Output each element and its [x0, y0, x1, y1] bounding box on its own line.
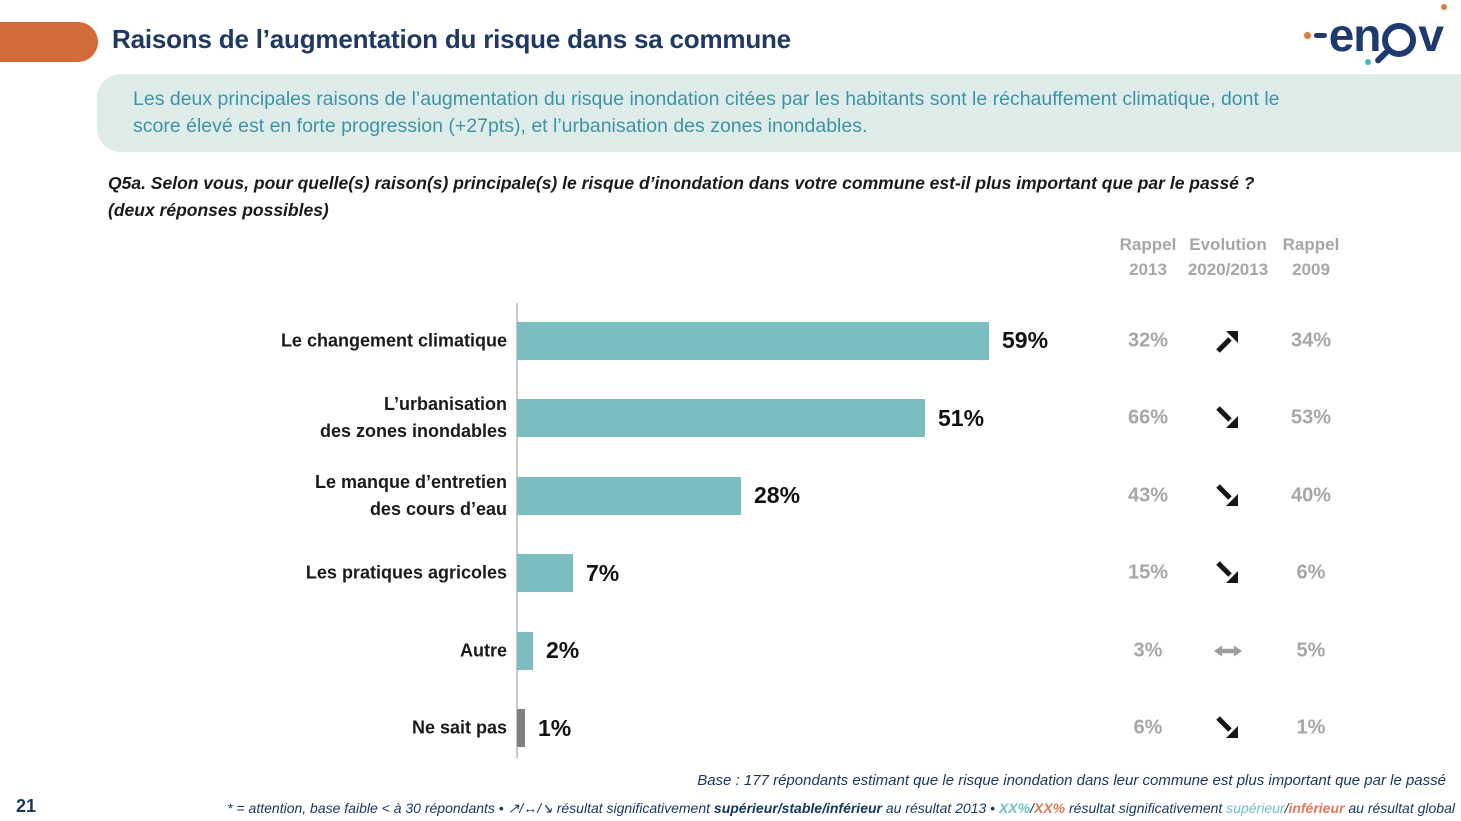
bar: [517, 321, 989, 360]
bar: [517, 631, 533, 670]
value-label: 2%: [546, 637, 580, 664]
footnote-segment: au résultat global: [1344, 800, 1455, 816]
down-arrow-icon: [1196, 481, 1260, 511]
bar: [517, 399, 925, 438]
logo-orange-top-dot-icon: [1441, 4, 1447, 10]
footnote-segment: XX%: [998, 800, 1031, 816]
down-arrow-icon: [1196, 403, 1260, 433]
stable-arrow-icon: [1196, 636, 1260, 666]
footnote-segment: XX%: [1033, 800, 1066, 816]
question-line-2: (deux réponses possibles): [108, 200, 329, 221]
column-header-evolution: Evolution 2020/2013: [1187, 235, 1269, 279]
footnote-segment: supérieur/stable/inférieur: [713, 800, 882, 816]
summary-callout: Les deux principales raisons de l’augmen…: [97, 74, 1461, 152]
bar: [517, 476, 741, 515]
down-arrow-icon: [1196, 558, 1260, 588]
down-arrow-icon: [1196, 713, 1260, 743]
chart-axis: [516, 303, 518, 758]
logo-orange-dot-icon: [1303, 31, 1311, 39]
footnote-segment: supérieur: [1226, 800, 1285, 816]
page-number: 21: [16, 796, 37, 816]
summary-text: Les deux principales raisons de l’augmen…: [133, 87, 1280, 137]
value-label: 7%: [586, 559, 620, 586]
bar-zone: 2%: [517, 612, 579, 690]
rappel-2009-value: 1%: [1296, 716, 1326, 739]
value-label: 59%: [1002, 327, 1049, 354]
bar-chart: Le changement climatique 59% 32% 34% L’urban…: [0, 302, 1461, 767]
value-label: 28%: [754, 482, 801, 509]
page-title: Raisons de l’augmentation du risque dans…: [112, 24, 791, 54]
chart-row: Les pratiques agricoles 7% 15% 6%: [0, 535, 1461, 613]
rappel-2013-value: 6%: [1133, 716, 1163, 739]
rappel-2009-value: 40%: [1290, 484, 1332, 507]
rappel-2013-value: 3%: [1133, 639, 1163, 662]
category-label: Le changement climatique: [280, 330, 507, 351]
footnote-segment: inférieur: [1288, 800, 1345, 816]
footnote-segment: /: [1284, 800, 1289, 816]
chart-row: Le changement climatique 59% 32% 34%: [0, 302, 1461, 380]
rappel-2009-value: 53%: [1290, 406, 1332, 429]
footnote: * = attention, base faible < à 30 répond…: [227, 800, 1455, 817]
column-header-rappel-2013: Rappel 2013: [1119, 235, 1177, 279]
rappel-2009-value: 34%: [1290, 329, 1332, 352]
logo-letter-n: n: [1353, 9, 1381, 61]
chart-row: Le manque d’entretien des cours d’eau 28%…: [0, 457, 1461, 535]
question-block: Q5a. Selon vous, pour quelle(s) raison(s…: [108, 170, 1254, 224]
chart-row: Ne sait pas 1% 6% 1%: [0, 690, 1461, 768]
logo-letter-v-wrap: v: [1418, 4, 1447, 61]
rappel-2013-value: 32%: [1127, 329, 1169, 352]
logo-letter-n-wrap: n: [1353, 9, 1381, 65]
bar-zone: 1%: [517, 690, 571, 768]
footnote-segment: au résultat 2013 •: [881, 800, 999, 816]
rappel-2009-value: 5%: [1296, 639, 1326, 662]
base-note: Base : 177 répondants estimant que le ri…: [697, 772, 1446, 789]
chart-row: Autre 2% 3% 5%: [0, 612, 1461, 690]
magnifier-icon: [1374, 23, 1417, 65]
footnote-segment: ↗/↔/↘: [507, 800, 553, 816]
footnote-segment: /: [1030, 800, 1034, 816]
chart-row: L’urbanisation des zones inondables 51% 66…: [0, 380, 1461, 458]
footnote-segment: résultat significativement: [1065, 800, 1227, 816]
category-label: Autre: [459, 640, 507, 661]
logo-letter-v: v: [1418, 9, 1444, 61]
value-label: 51%: [938, 404, 985, 431]
category-label: L’urbanisation des zones inondables: [319, 394, 507, 442]
category-label: Les pratiques agricoles: [305, 562, 507, 583]
logo-letter-e: e: [1328, 9, 1355, 61]
rappel-2009-value: 6%: [1296, 561, 1326, 584]
up-arrow-icon: [1196, 326, 1260, 356]
bar-zone: 28%: [517, 457, 800, 535]
column-header-rappel-2009: Rappel 2009: [1282, 235, 1340, 279]
bar-zone: 59%: [517, 302, 1048, 380]
bar: [517, 709, 525, 748]
rappel-2013-value: 66%: [1127, 406, 1169, 429]
category-label: Ne sait pas: [411, 717, 507, 738]
footnote-segment: * = attention, base faible < à 30 répond…: [227, 800, 508, 816]
enov-logo: e n v: [1303, 4, 1447, 65]
rappel-2013-value: 43%: [1127, 484, 1169, 507]
value-label: 1%: [538, 714, 572, 741]
title-accent-bar: [0, 22, 98, 62]
logo-dash-icon: [1313, 32, 1327, 38]
bar: [517, 554, 573, 593]
rappel-2013-value: 15%: [1127, 561, 1169, 584]
question-line-1: Q5a. Selon vous, pour quelle(s) raison(s…: [108, 173, 1255, 193]
logo-teal-dot-icon: [1365, 59, 1372, 65]
category-label: Le manque d’entretien des cours d’eau: [314, 471, 507, 519]
bar-zone: 51%: [517, 380, 984, 458]
footnote-segment: résultat significativement: [552, 800, 714, 816]
bar-zone: 7%: [517, 535, 619, 613]
